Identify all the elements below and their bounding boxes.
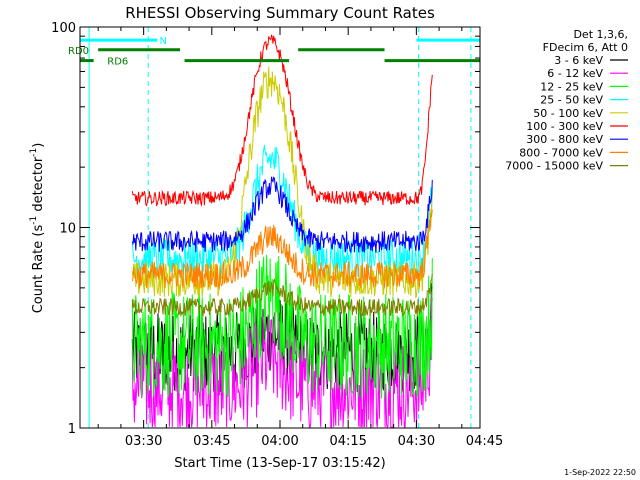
plot-area: N RD0 RD6 xyxy=(68,27,480,429)
axes: 03:30 03:45 04:00 04:15 04:30 04:45 1 10 100 xyxy=(51,21,503,449)
legend-entry-6: 300 - 800 keV xyxy=(526,133,603,146)
legend-header-1: FDecim 6, Att 0 xyxy=(543,41,628,54)
legend-header-0: Det 1,3,6, xyxy=(573,28,628,41)
series-line-3 xyxy=(131,145,433,279)
series-line-2 xyxy=(131,254,433,399)
y-axis-label-close: ) xyxy=(31,143,46,148)
y-tick-label-0: 1 xyxy=(68,422,76,437)
flag-label-1: RD0 xyxy=(68,46,89,57)
legend-entry-3: 25 - 50 keV xyxy=(540,94,603,107)
y-tick-label-1: 10 xyxy=(59,222,76,237)
legend-entry-0: 3 - 6 keV xyxy=(554,54,603,67)
flag-label-2: RD6 xyxy=(107,57,128,68)
y-axis-label-main: Count Rate (s xyxy=(31,225,46,314)
legend-entry-7: 800 - 7000 keV xyxy=(519,146,603,159)
series-line-8 xyxy=(131,273,433,318)
x-tick-label-1: 03:45 xyxy=(193,434,230,449)
chart-title: RHESSI Observing Summary Count Rates xyxy=(125,4,435,22)
x-tick-label-4: 04:30 xyxy=(398,434,435,449)
flag-label-0: N xyxy=(160,36,167,47)
legend-entry-2: 12 - 25 keV xyxy=(540,80,603,93)
x-tick-label-5: 04:45 xyxy=(466,434,503,449)
x-tick-label-0: 03:30 xyxy=(125,434,162,449)
series-line-7 xyxy=(131,209,433,290)
legend-entry-4: 50 - 100 keV xyxy=(533,107,603,120)
legend-entry-5: 100 - 300 keV xyxy=(526,120,603,133)
footer-timestamp: 1-Sep-2022 22:50 xyxy=(564,468,636,477)
y-axis-label: Count Rate (s-1 detector-1) xyxy=(29,143,46,314)
legend-entry-8: 7000 - 15000 keV xyxy=(505,160,603,173)
x-axis-label: Start Time (13-Sep-17 03:15:42) xyxy=(174,456,385,471)
series-line-5 xyxy=(131,34,433,207)
x-tick-label-3: 04:15 xyxy=(329,434,366,449)
x-tick-label-2: 04:00 xyxy=(261,434,298,449)
y-axis-label-sup: -1 xyxy=(29,216,39,225)
legend-entry-1: 6 - 12 keV xyxy=(547,67,603,80)
y-axis-label-tail-sup: -1 xyxy=(29,148,39,157)
y-axis-label-tail: detector xyxy=(31,156,46,216)
y-tick-label-2: 100 xyxy=(51,21,76,36)
series-line-6 xyxy=(131,176,433,254)
